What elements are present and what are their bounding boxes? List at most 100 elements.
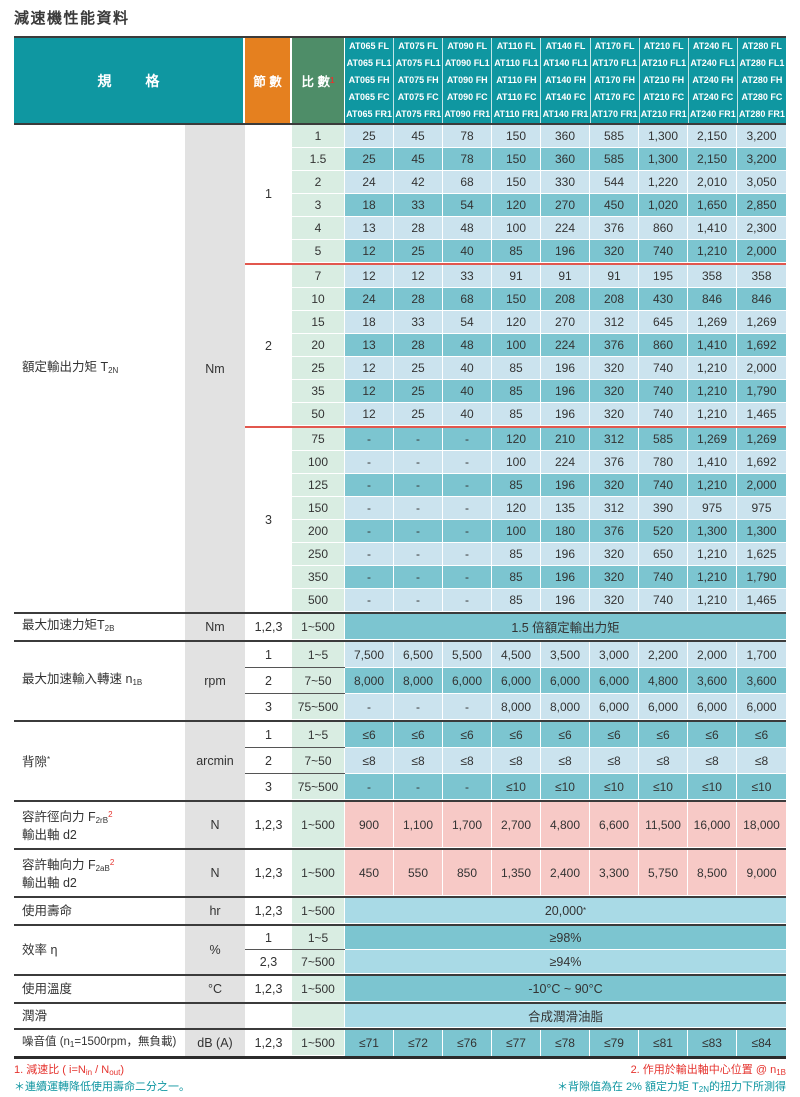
backlash-value-cell: ≤10 — [737, 774, 786, 800]
backlash-band: 背隙* arcmin 1 1~5 ≤6 ≤6 ≤6 ≤6 ≤6 ≤6 ≤6 ≤6 ≤6 2 7~50 ≤8… — [14, 722, 786, 800]
service-life-value: 20,000 * — [345, 898, 786, 924]
torque-value-cell: 312 — [590, 311, 639, 334]
model-name: AT240 FL1 — [690, 58, 736, 68]
speed-value-cell: 6,000 — [590, 694, 639, 720]
speed-value-cell: 6,000 — [737, 694, 786, 720]
footnote-1: 1. 減速比 ( i=Nin / Nout) — [14, 1064, 124, 1077]
model-name: AT240 FH — [692, 75, 734, 85]
max-accel-torque-label-text: 最大加速力矩T — [22, 618, 105, 632]
stages-header-cell: 節 數 — [245, 38, 292, 123]
footnote-2: 2. 作用於輸出軸中心位置 @ n1B — [630, 1064, 786, 1077]
axial-force-value-cell: 9,000 — [737, 850, 786, 896]
model-name: AT210 FR1 — [640, 109, 687, 119]
torque-value-cell: 975 — [737, 497, 786, 520]
band-divider — [14, 1002, 786, 1004]
torque-value-cell: 390 — [639, 497, 688, 520]
torque-value-cell: 2,000 — [737, 474, 786, 497]
model-name: AT065 FC — [348, 92, 390, 102]
torque-value-cell: 360 — [541, 148, 590, 171]
torque-value-cell: 2,150 — [688, 148, 737, 171]
speed-value-cell: 6,000 — [443, 668, 492, 694]
radial-force-label: 容許徑向力 F2rB2 輸出軸 d2 — [14, 802, 185, 848]
torque-value-cell: - — [345, 497, 394, 520]
ratio-cell: 2 — [292, 171, 345, 194]
torque-value-cell: 12 — [345, 240, 394, 263]
torque-value-cell: - — [394, 543, 443, 566]
backlash-label: 背隙* — [14, 722, 185, 800]
torque-value-cell: 1,269 — [688, 428, 737, 451]
torque-value-cell: 196 — [541, 240, 590, 263]
model-name: AT110 FH — [496, 75, 537, 85]
speed-value-cell: 2,200 — [639, 642, 688, 668]
torque-value-cell: 1,410 — [688, 334, 737, 357]
speed-value-cell: 6,000 — [639, 694, 688, 720]
model-name: AT075 FC — [397, 92, 439, 102]
torque-value-cell: 585 — [590, 148, 639, 171]
max-accel-speed-label-text: 最大加速輸入轉速 n — [22, 672, 133, 686]
max-accel-torque-band: 最大加速力矩T2B Nm 1,2,3 1~500 1.5 倍額定輸出力矩 — [14, 614, 786, 640]
noise-value-cell: ≤77 — [492, 1030, 541, 1056]
model-name: AT240 FL — [692, 41, 733, 51]
efficiency-unit: % — [185, 926, 245, 974]
torque-value-cell: 1,300 — [737, 520, 786, 543]
torque-value-cell: - — [394, 474, 443, 497]
speed-value-cell: 8,000 — [541, 694, 590, 720]
speed-value-cell: - — [443, 694, 492, 720]
stage-section: 3 75- - -120 210 312 585 1,269 1,269 100- - -100 224… — [245, 426, 786, 612]
ratio-cell: 200 — [292, 520, 345, 543]
torque-value-cell: 1,210 — [688, 403, 737, 426]
torque-value-cell: 196 — [541, 357, 590, 380]
model-header-cell: AT210 FL AT210 FL1 AT210 FH AT210 FC AT210 F… — [639, 38, 689, 123]
service-life-footnote-mark: * — [583, 906, 587, 915]
footnotes: 1. 減速比 ( i=Nin / Nout) ＊連續運轉降低使用壽命二分之一。 … — [14, 1063, 786, 1097]
backlash-value-cell: ≤8 — [590, 748, 639, 774]
sub-row: 3 75~500- - -8,000 8,000 6,000 6,000 6,000 6,000 — [245, 693, 786, 720]
torque-value-cell: 85 — [492, 566, 541, 589]
model-name: AT210 FL — [643, 41, 684, 51]
ratio-cell: 500 — [292, 589, 345, 612]
torque-value-cell: 150 — [492, 125, 541, 148]
torque-value-cell: 740 — [639, 589, 688, 612]
model-name: AT210 FC — [643, 92, 685, 102]
torque-row: 250- - -85 196 320 650 1,210 1,625 — [292, 543, 786, 566]
ratio-range-cell: 7~50 — [292, 748, 345, 774]
torque-value-cell: 544 — [590, 171, 639, 194]
torque-value-cell: 13 — [345, 217, 394, 240]
ratio-cell: 15 — [292, 311, 345, 334]
radial-force-value-cell: 18,000 — [737, 802, 786, 848]
backlash-value-cell: ≤8 — [541, 748, 590, 774]
torque-value-cell: 846 — [737, 288, 786, 311]
rated-output-torque-band: 額定輸出力矩 T2N Nm 1 1 25 45 78 150 360 585 1,300 2,15… — [14, 125, 786, 612]
axial-force-data: 450 550 850 1,350 2,400 3,300 5,750 8,500 9,000 — [345, 850, 786, 896]
axial-force-value-cell: 550 — [394, 850, 443, 896]
torque-value-cell: 320 — [590, 589, 639, 612]
ratio-header-label: 比 數 — [301, 75, 331, 89]
ratio-cell: 125 — [292, 474, 345, 497]
model-name: AT075 FL — [398, 41, 439, 51]
torque-value-cell: 78 — [443, 148, 492, 171]
torque-value-cell: 45 — [394, 125, 443, 148]
model-name: AT140 FR1 — [542, 109, 589, 119]
torque-value-cell: 224 — [541, 451, 590, 474]
model-name: AT065 FL1 — [346, 58, 392, 68]
torque-value-cell: 24 — [345, 171, 394, 194]
radial-force-unit: N — [185, 802, 245, 848]
torque-value-cell: 48 — [443, 334, 492, 357]
model-name: AT090 FH — [446, 75, 488, 85]
axial-force-value-cell: 5,750 — [639, 850, 688, 896]
torque-value-cell: 25 — [394, 380, 443, 403]
sub-row: 3 75~500- - - ≤10 ≤10 ≤10 ≤10 ≤10 ≤10 — [245, 773, 786, 800]
model-name: AT110 FL1 — [494, 58, 539, 68]
torque-value-cell: 100 — [492, 217, 541, 240]
model-name: AT075 FR1 — [395, 109, 442, 119]
torque-value-cell: 740 — [639, 357, 688, 380]
ratio-range-cell: 7~50 — [292, 668, 345, 694]
torque-value-cell: 85 — [492, 240, 541, 263]
stage-number-cell: 1,2,3 — [245, 802, 292, 848]
torque-value-cell: 312 — [590, 428, 639, 451]
ratio-cell: 100 — [292, 451, 345, 474]
backlash-value-cell: - — [345, 774, 394, 800]
torque-value-cell: 1,300 — [639, 148, 688, 171]
radial-force-band: 容許徑向力 F2rB2 輸出軸 d2 N 1,2,3 1~500 900 1,10… — [14, 802, 786, 848]
torque-value-cell: 180 — [541, 520, 590, 543]
